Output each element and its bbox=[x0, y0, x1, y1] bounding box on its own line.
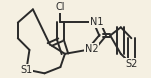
Text: N1: N1 bbox=[90, 17, 103, 27]
Text: S1: S1 bbox=[20, 65, 33, 75]
Text: S2: S2 bbox=[125, 59, 138, 69]
Text: Cl: Cl bbox=[56, 2, 65, 12]
Text: N2: N2 bbox=[85, 44, 98, 54]
